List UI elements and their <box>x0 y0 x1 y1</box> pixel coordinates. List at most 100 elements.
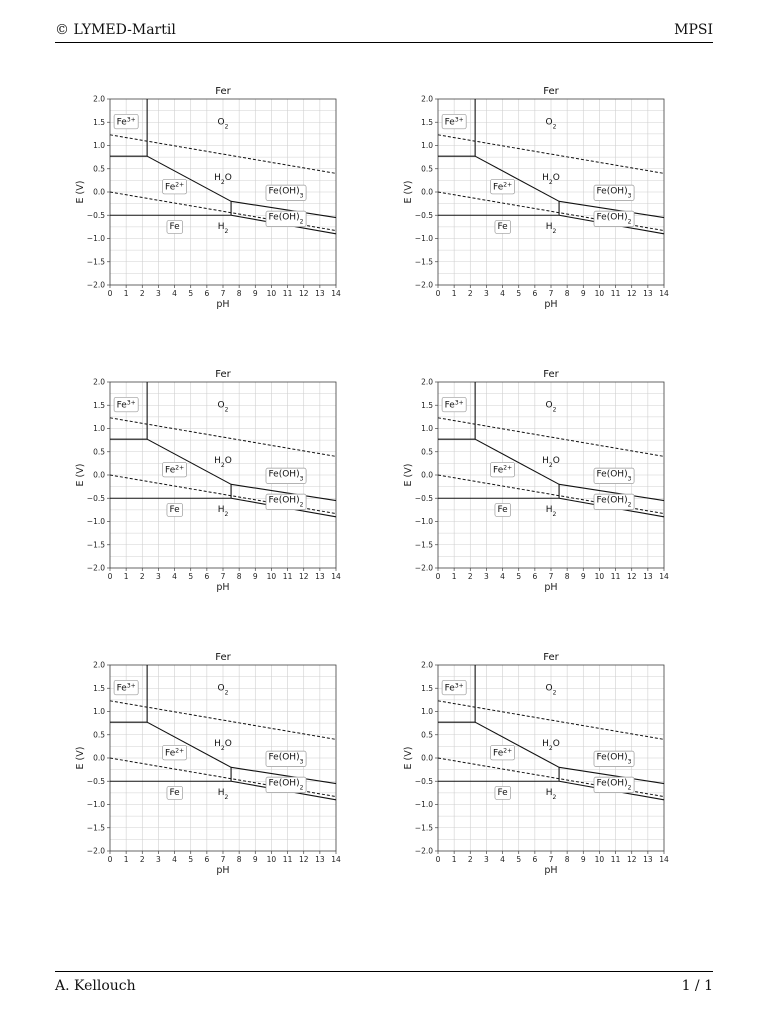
species-label: Fe(OH)2 <box>266 777 306 793</box>
plot-group: 0 1 2 3 4 5 6 7 8 9 10 11 12 13 142.01.51.00.50.0−0.5−… <box>403 369 669 593</box>
y-tick-label: 1.0 <box>421 141 433 150</box>
x-tick-label: 4 <box>172 289 177 298</box>
page-header: © LYMED-Martil MPSI <box>55 20 713 43</box>
x-tick-label: 6 <box>204 855 209 864</box>
x-tick-label: 12 <box>299 572 309 581</box>
x-tick-label: 9 <box>253 855 258 864</box>
species-label: Fe3+ <box>114 114 138 129</box>
species-label: Fe2+ <box>163 179 187 194</box>
species-label: Fe(OH)2 <box>594 211 634 227</box>
x-tick-label: 3 <box>156 855 161 864</box>
pourbaix-diagram: 0 1 2 3 4 5 6 7 8 9 10 11 12 13 142.01.51.00.50.0−0.5−… <box>75 75 375 315</box>
chart-title: Fer <box>215 369 231 380</box>
x-tick-label: 9 <box>581 289 586 298</box>
y-tick-label: −1.5 <box>415 823 433 832</box>
plot-group: 0 1 2 3 4 5 6 7 8 9 10 11 12 13 142.01.51.00.50.0−0.5−… <box>403 86 669 310</box>
x-tick-label: 2 <box>468 572 473 581</box>
species-label: Fe <box>167 503 183 516</box>
footer-author: A. Kellouch <box>55 978 136 994</box>
chart-title: Fer <box>215 652 231 663</box>
y-tick-label: 2.0 <box>93 95 105 104</box>
x-tick-label: 11 <box>283 855 293 864</box>
x-tick-label: 0 <box>436 855 441 864</box>
species-label: Fe <box>495 220 511 233</box>
y-tick-label: 0.0 <box>421 754 433 763</box>
x-tick-label: 1 <box>452 855 457 864</box>
y-tick-label: −1.5 <box>87 823 105 832</box>
species-label: Fe3+ <box>442 680 466 695</box>
x-tick-label: 1 <box>124 572 129 581</box>
x-tick-label: 11 <box>283 572 293 581</box>
plot-group: 0 1 2 3 4 5 6 7 8 9 10 11 12 13 142.01.51.00.50.0−0.5−… <box>75 369 341 593</box>
species-label-text: Fe <box>497 788 508 798</box>
x-tick-label: 14 <box>659 855 669 864</box>
plot-group: 0 1 2 3 4 5 6 7 8 9 10 11 12 13 142.01.51.00.50.0−0.5−… <box>75 86 341 310</box>
x-tick-label: 2 <box>468 289 473 298</box>
y-tick-label: 1.0 <box>93 707 105 716</box>
x-tick-label: 5 <box>516 855 521 864</box>
y-tick-label: −1.5 <box>87 257 105 266</box>
species-label: Fe(OH)2 <box>266 211 306 227</box>
x-tick-label: 5 <box>188 855 193 864</box>
species-label: Fe <box>167 220 183 233</box>
species-label: Fe(OH)2 <box>594 494 634 510</box>
species-label: Fe3+ <box>114 397 138 412</box>
species-label: Fe2+ <box>163 462 187 477</box>
y-tick-label: −2.0 <box>415 281 433 290</box>
x-tick-label: 0 <box>108 572 113 581</box>
x-tick-label: 2 <box>140 855 145 864</box>
x-tick-label: 14 <box>659 572 669 581</box>
y-tick-label: 1.0 <box>421 424 433 433</box>
x-tick-label: 10 <box>267 572 277 581</box>
x-tick-label: 0 <box>108 289 113 298</box>
y-tick-label: −0.5 <box>87 211 105 220</box>
y-tick-label: 0.5 <box>421 730 433 739</box>
y-tick-label: −1.0 <box>415 234 433 243</box>
x-tick-label: 4 <box>500 572 505 581</box>
y-axis-label: E (V) <box>403 181 414 204</box>
x-tick-label: 13 <box>315 572 325 581</box>
x-tick-label: 14 <box>331 289 341 298</box>
x-tick-label: 8 <box>237 289 242 298</box>
chart-panel-5: 0 1 2 3 4 5 6 7 8 9 10 11 12 13 14 2.0 1.5 1.0 0.5 0.0 −0.5−… <box>75 641 375 881</box>
x-axis-label: pH <box>544 582 557 593</box>
x-tick-label: 14 <box>331 855 341 864</box>
species-label: Fe3+ <box>442 114 466 129</box>
species-label: Fe2+ <box>491 462 515 477</box>
y-tick-label: −1.0 <box>87 800 105 809</box>
y-tick-label: 1.0 <box>421 707 433 716</box>
x-tick-label: 0 <box>108 855 113 864</box>
y-tick-label: 1.0 <box>93 141 105 150</box>
y-tick-label: 2.0 <box>421 661 433 670</box>
y-tick-label: −0.5 <box>415 211 433 220</box>
y-tick-label: 0.0 <box>93 188 105 197</box>
y-tick-label: −2.0 <box>87 847 105 856</box>
x-tick-label: 6 <box>204 289 209 298</box>
x-tick-label: 13 <box>643 572 653 581</box>
y-tick-label: −2.0 <box>87 281 105 290</box>
footer-page-number: 1 / 1 <box>682 978 713 994</box>
y-tick-label: −1.0 <box>87 517 105 526</box>
y-tick-label: −1.5 <box>415 257 433 266</box>
species-label: Fe2+ <box>491 179 515 194</box>
x-tick-label: 2 <box>140 572 145 581</box>
x-tick-label: 8 <box>565 572 570 581</box>
x-tick-label: 11 <box>611 572 621 581</box>
x-tick-label: 7 <box>549 855 554 864</box>
x-tick-label: 12 <box>627 289 637 298</box>
x-axis-label: pH <box>216 582 229 593</box>
y-axis-label: E (V) <box>403 464 414 487</box>
y-tick-label: 0.5 <box>421 164 433 173</box>
x-tick-label: 8 <box>565 289 570 298</box>
species-label: Fe <box>167 786 183 799</box>
chart-title: Fer <box>543 652 559 663</box>
x-tick-label: 4 <box>172 572 177 581</box>
x-tick-label: 10 <box>267 855 277 864</box>
chart-panel-2: 0 1 2 3 4 5 6 7 8 9 10 11 12 13 14 2.0 1.5 1.0 0.5 0.0 −0.5−… <box>403 75 703 315</box>
x-tick-label: 12 <box>299 289 309 298</box>
x-tick-label: 6 <box>532 855 537 864</box>
x-tick-label: 8 <box>237 855 242 864</box>
x-tick-label: 12 <box>627 855 637 864</box>
chart-panel-4: 0 1 2 3 4 5 6 7 8 9 10 11 12 13 14 2.0 1.5 1.0 0.5 0.0 −0.5−… <box>403 358 703 598</box>
x-tick-label: 13 <box>315 289 325 298</box>
